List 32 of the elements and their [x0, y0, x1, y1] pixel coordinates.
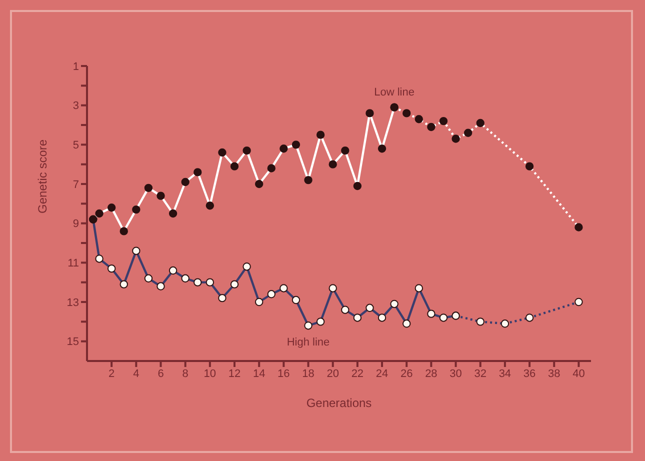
- x-tick-label: 6: [158, 368, 164, 380]
- x-tick-label: 32: [474, 368, 486, 380]
- x-tick-label: 12: [228, 368, 241, 380]
- x-tick-label: 36: [523, 368, 536, 380]
- x-tick-label: 10: [204, 368, 216, 380]
- y-tick-label: 1: [72, 60, 79, 73]
- y-tick-label: 11: [68, 258, 79, 270]
- x-tick-label: 26: [400, 368, 413, 380]
- x-tick-label: 40: [572, 368, 585, 380]
- y-tick-label: 9: [72, 218, 79, 230]
- y-tick-label: 15: [66, 336, 79, 348]
- x-tick-label: 2: [108, 368, 115, 380]
- series-label: High line: [286, 336, 330, 349]
- x-tick-label: 20: [326, 368, 339, 380]
- y-tick-label: 13: [66, 296, 79, 309]
- x-tick-label: 14: [252, 368, 266, 380]
- x-tick-label: 28: [425, 368, 438, 380]
- x-tick-label: 38: [548, 368, 560, 380]
- y-tick-label: 3: [72, 100, 79, 112]
- x-axis-title: Generations: [306, 396, 372, 410]
- x-tick-label: 30: [450, 368, 462, 380]
- y-tick-label: 5: [72, 140, 79, 152]
- x-tick-label: 16: [278, 368, 290, 380]
- x-tick-label: 4: [133, 368, 140, 380]
- x-tick-label: 34: [498, 368, 512, 380]
- y-axis-title: Genetic score: [35, 139, 50, 214]
- x-tick-label: 24: [376, 368, 388, 380]
- series-label: Low line: [374, 86, 414, 98]
- x-tick-label: 18: [302, 368, 314, 380]
- x-tick-label: 22: [351, 368, 364, 380]
- y-tick-label: 7: [72, 178, 79, 191]
- x-tick-label: 8: [182, 368, 188, 380]
